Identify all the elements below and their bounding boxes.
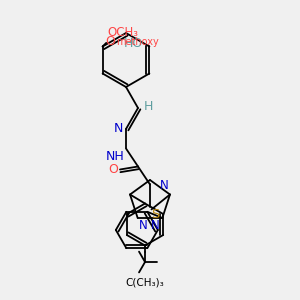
Text: O: O <box>109 163 118 176</box>
Text: N: N <box>160 178 169 191</box>
Text: OCH₃: OCH₃ <box>107 26 138 39</box>
Text: NH: NH <box>106 150 124 163</box>
Text: methoxy: methoxy <box>116 37 159 47</box>
Text: O: O <box>106 35 116 49</box>
Text: HO: HO <box>124 37 143 50</box>
Text: H: H <box>143 100 153 113</box>
Text: C(CH₃)₃: C(CH₃)₃ <box>126 277 164 287</box>
Text: N: N <box>114 122 123 136</box>
Text: N: N <box>139 220 148 232</box>
Text: N: N <box>151 220 159 232</box>
Text: S: S <box>152 208 160 221</box>
